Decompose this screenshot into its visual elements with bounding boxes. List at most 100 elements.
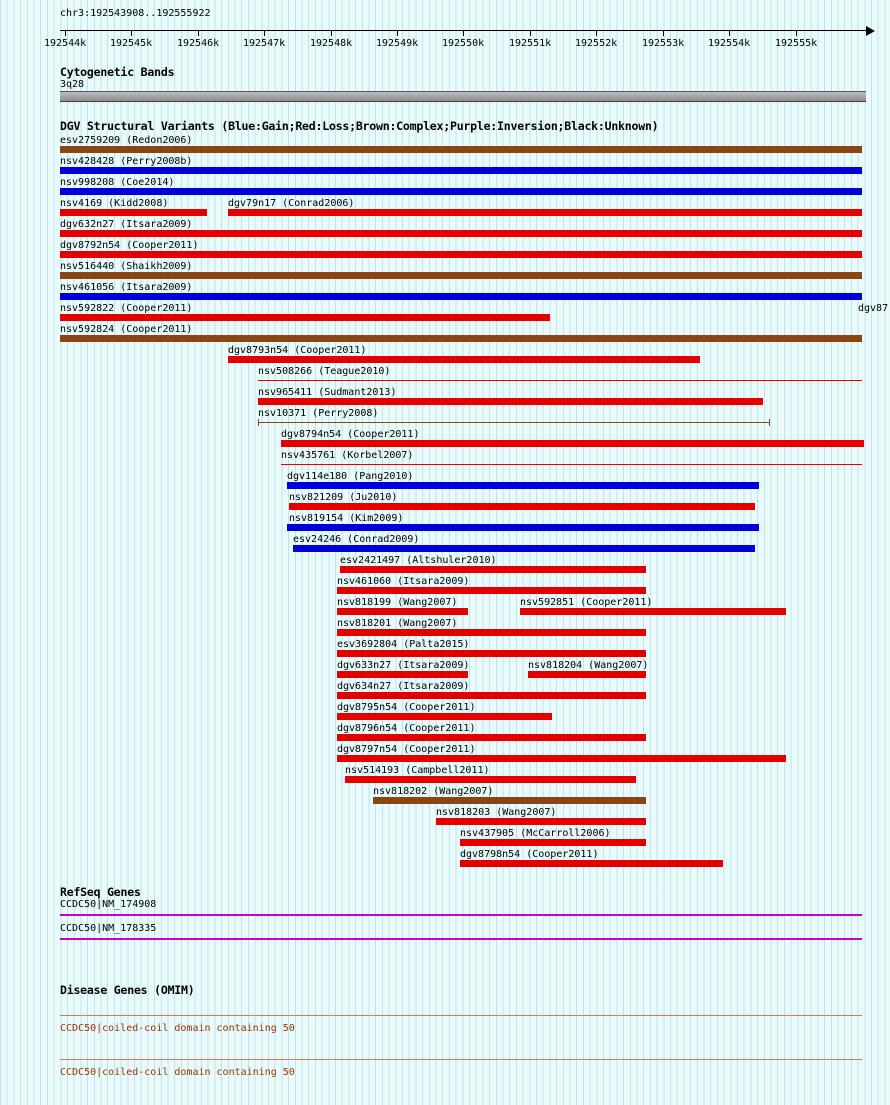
variant-label[interactable]: esv3692804 (Palta2015) [337,639,470,650]
variant-label[interactable]: nsv821209 (Ju2010) [289,492,398,503]
variant-label[interactable]: dgv87 [858,303,889,314]
variant-bar[interactable] [60,146,862,153]
variant-bar[interactable] [337,608,468,615]
variant-bar[interactable] [228,356,700,363]
variant-bar[interactable] [337,671,468,678]
variant-label[interactable]: nsv592822 (Cooper2011) [60,303,193,314]
variant-bar[interactable] [345,776,636,783]
variant-bar[interactable] [289,503,755,510]
tick-label: 192550k [442,38,485,49]
variant-label[interactable]: dgv8794n54 (Cooper2011) [281,429,420,440]
variant-bar[interactable] [60,251,862,258]
variant-label[interactable]: nsv818201 (Wang2007) [337,618,458,629]
gene-line[interactable] [60,938,862,940]
variant-bar[interactable] [60,335,862,342]
ruler-arrow-icon [866,26,875,36]
variant-label[interactable]: nsv435761 (Korbel2007) [281,450,414,461]
variant-label[interactable]: dgv79n17 (Conrad2006) [228,198,355,209]
variant-label[interactable]: nsv818202 (Wang2007) [373,786,494,797]
variant-bar[interactable] [337,650,646,657]
omim-gene-line[interactable] [60,1015,862,1016]
ruler-line [60,30,866,31]
variant-label[interactable]: nsv10371 (Perry2008) [258,408,379,419]
variant-bar[interactable] [281,464,862,465]
variant-label[interactable]: nsv461056 (Itsara2009) [60,282,193,293]
variant-label[interactable]: nsv516440 (Shaikh2009) [60,261,193,272]
variant-label[interactable]: esv24246 (Conrad2009) [293,534,420,545]
tick-label: 192552k [575,38,618,49]
variant-label[interactable]: dgv8793n54 (Cooper2011) [228,345,367,356]
variant-label[interactable]: esv2421497 (Altshuler2010) [340,555,497,566]
variant-label[interactable]: nsv592824 (Cooper2011) [60,324,193,335]
variant-label[interactable]: nsv818199 (Wang2007) [337,597,458,608]
tick-label: 192545k [110,38,153,49]
variant-label[interactable]: nsv461060 (Itsara2009) [337,576,470,587]
variant-label[interactable]: dgv8792n54 (Cooper2011) [60,240,199,251]
variant-label[interactable]: dgv634n27 (Itsara2009) [337,681,470,692]
variant-bar[interactable] [60,293,862,300]
variant-bar[interactable] [337,755,786,762]
gene-label[interactable]: CCDC50|NM_178335 [60,923,157,934]
variant-bar[interactable] [258,398,763,405]
variant-bar[interactable] [337,734,646,741]
variant-label[interactable]: nsv818204 (Wang2007) [528,660,649,671]
variant-bar[interactable] [460,839,646,846]
variant-bar[interactable] [60,188,862,195]
tick-mark [331,31,332,36]
variant-bar[interactable] [287,482,759,489]
gene-line[interactable] [60,914,862,916]
variant-bar[interactable] [258,419,770,426]
variant-label[interactable]: nsv514193 (Campbell2011) [345,765,490,776]
variant-bar[interactable] [60,230,862,237]
variant-bar[interactable] [60,272,862,279]
cytoband-bar [60,91,866,102]
omim-gene-label[interactable]: CCDC50|coiled-coil domain containing 50 [60,1067,295,1078]
variant-bar[interactable] [228,209,862,216]
variant-label[interactable]: dgv8798n54 (Cooper2011) [460,849,599,860]
refseq-title: RefSeq Genes [60,885,141,899]
gene-label[interactable]: CCDC50|NM_174908 [60,899,157,910]
omim-gene-label[interactable]: CCDC50|coiled-coil domain containing 50 [60,1023,295,1034]
tick-label: 192554k [708,38,751,49]
variant-label[interactable]: dgv8795n54 (Cooper2011) [337,702,476,713]
variant-bar[interactable] [337,587,646,594]
tick-mark [131,31,132,36]
variant-bar[interactable] [520,608,786,615]
variant-label[interactable]: dgv632n27 (Itsara2009) [60,219,193,230]
variant-label[interactable]: nsv428428 (Perry2008b) [60,156,193,167]
variant-label[interactable]: nsv508266 (Teague2010) [258,366,391,377]
variant-bar[interactable] [60,167,862,174]
variant-bar[interactable] [281,440,864,447]
variant-bar[interactable] [337,713,552,720]
variant-label[interactable]: nsv592851 (Cooper2011) [520,597,653,608]
variant-bar[interactable] [528,671,646,678]
variant-label[interactable]: dgv8796n54 (Cooper2011) [337,723,476,734]
variant-label[interactable]: esv2759209 (Redon2006) [60,135,193,146]
variant-label[interactable]: nsv965411 (Sudmant2013) [258,387,397,398]
variant-label[interactable]: nsv819154 (Kim2009) [289,513,404,524]
variant-bar[interactable] [337,629,646,636]
omim-gene-line[interactable] [60,1059,862,1060]
variant-bar[interactable] [436,818,646,825]
variant-label[interactable]: nsv818203 (Wang2007) [436,807,557,818]
variant-bar[interactable] [460,860,723,867]
variant-label[interactable]: dgv633n27 (Itsara2009) [337,660,470,671]
dgv-variants-title: DGV Structural Variants (Blue:Gain;Red:L… [60,119,659,133]
variant-bar[interactable] [258,380,862,381]
tick-label: 192553k [642,38,685,49]
variant-bar[interactable] [340,566,646,573]
variant-label[interactable]: nsv437905 (McCarroll2006) [460,828,611,839]
variant-bar[interactable] [60,209,207,216]
variant-bar[interactable] [287,524,759,531]
tick-mark [530,31,531,36]
variant-bar[interactable] [337,692,646,699]
variant-label[interactable]: dgv114e180 (Pang2010) [287,471,414,482]
variant-bar[interactable] [293,545,755,552]
tick-label: 192548k [310,38,353,49]
variant-label[interactable]: dgv8797n54 (Cooper2011) [337,744,476,755]
cytoband-label: 3q28 [60,79,85,90]
variant-bar[interactable] [60,314,550,321]
variant-label[interactable]: nsv998208 (Coe2014) [60,177,175,188]
variant-label[interactable]: nsv4169 (Kidd2008) [60,198,169,209]
variant-bar[interactable] [373,797,646,804]
